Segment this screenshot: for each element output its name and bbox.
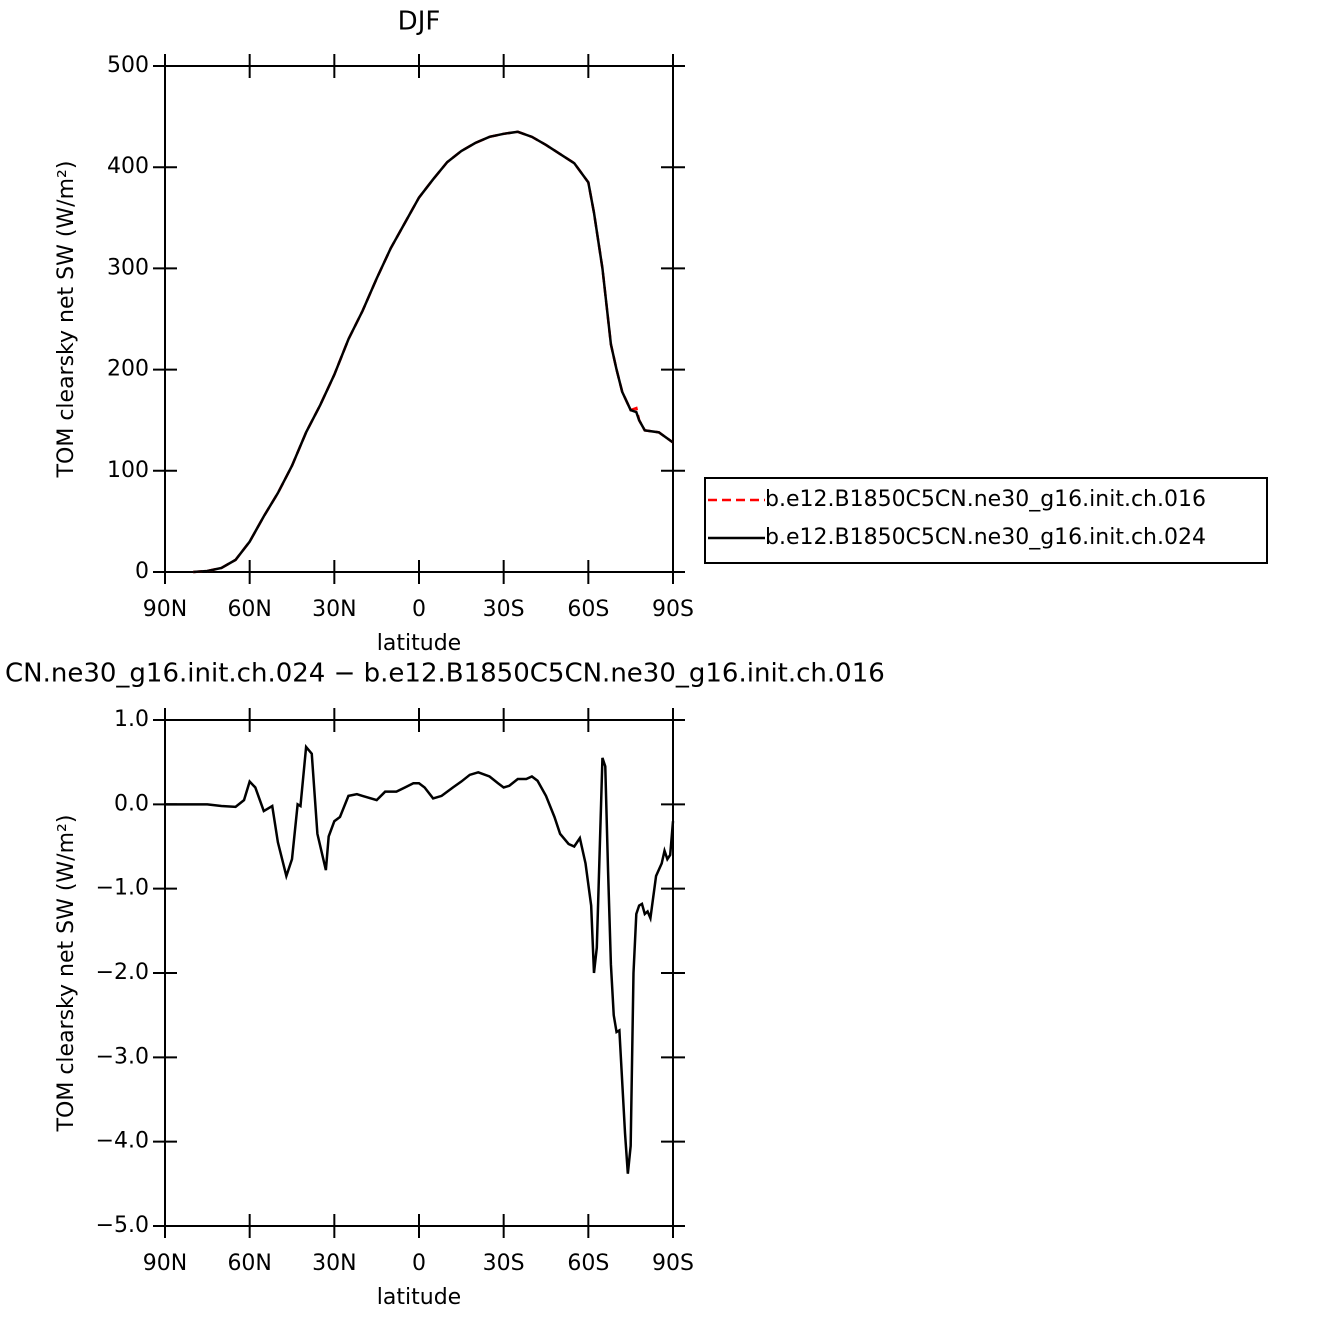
y-tick-label: 1.0 [114,707,149,732]
legend-label: b.e12.B1850C5CN.ne30_g16.init.ch.016 [765,487,1206,512]
y-tick-label: 200 [107,357,149,382]
data-line [193,130,674,574]
data-line [165,743,675,1174]
x-tick-label: 90N [143,1251,187,1276]
x-tick-label: 90N [143,597,187,622]
y-tick-label: 0 [135,559,149,584]
x-tick-label: 60N [227,1251,271,1276]
y-tick-label: 500 [107,53,149,78]
x-axis-label: latitude [377,631,461,656]
chart-title: CN.ne30_g16.init.ch.024 − b.e12.B1850C5C… [5,659,885,689]
x-tick-label: 30S [483,597,525,622]
x-tick-label: 60S [567,597,609,622]
legend-label: b.e12.B1850C5CN.ne30_g16.init.ch.024 [765,525,1206,550]
y-tick-label: −5.0 [96,1213,149,1238]
y-tick-label: 100 [107,458,149,483]
x-tick-label: 30N [312,597,356,622]
y-tick-label: −2.0 [96,960,149,985]
x-tick-label: 0 [412,597,426,622]
x-tick-label: 60N [227,597,271,622]
plot-frame [164,65,674,573]
y-tick-label: −3.0 [96,1044,149,1069]
y-axis-label: TOM clearsky net SW (W/m²) [54,815,79,1133]
x-axis-label: latitude [377,1285,461,1310]
y-tick-label: 0.0 [114,791,149,816]
x-tick-label: 30N [312,1251,356,1276]
x-tick-label: 60S [567,1251,609,1276]
y-tick-label: −1.0 [96,876,149,901]
x-tick-label: 90S [652,1251,694,1276]
plot-frame [164,719,674,1227]
x-tick-label: 0 [412,1251,426,1276]
legend-box [704,477,1268,564]
x-tick-label: 30S [483,1251,525,1276]
y-axis-label: TOM clearsky net SW (W/m²) [54,161,79,479]
x-tick-label: 90S [652,597,694,622]
y-tick-label: 400 [107,154,149,179]
y-tick-label: −4.0 [96,1129,149,1154]
y-tick-label: 300 [107,255,149,280]
chart-title: DJF [398,7,441,37]
data-line [193,130,674,574]
